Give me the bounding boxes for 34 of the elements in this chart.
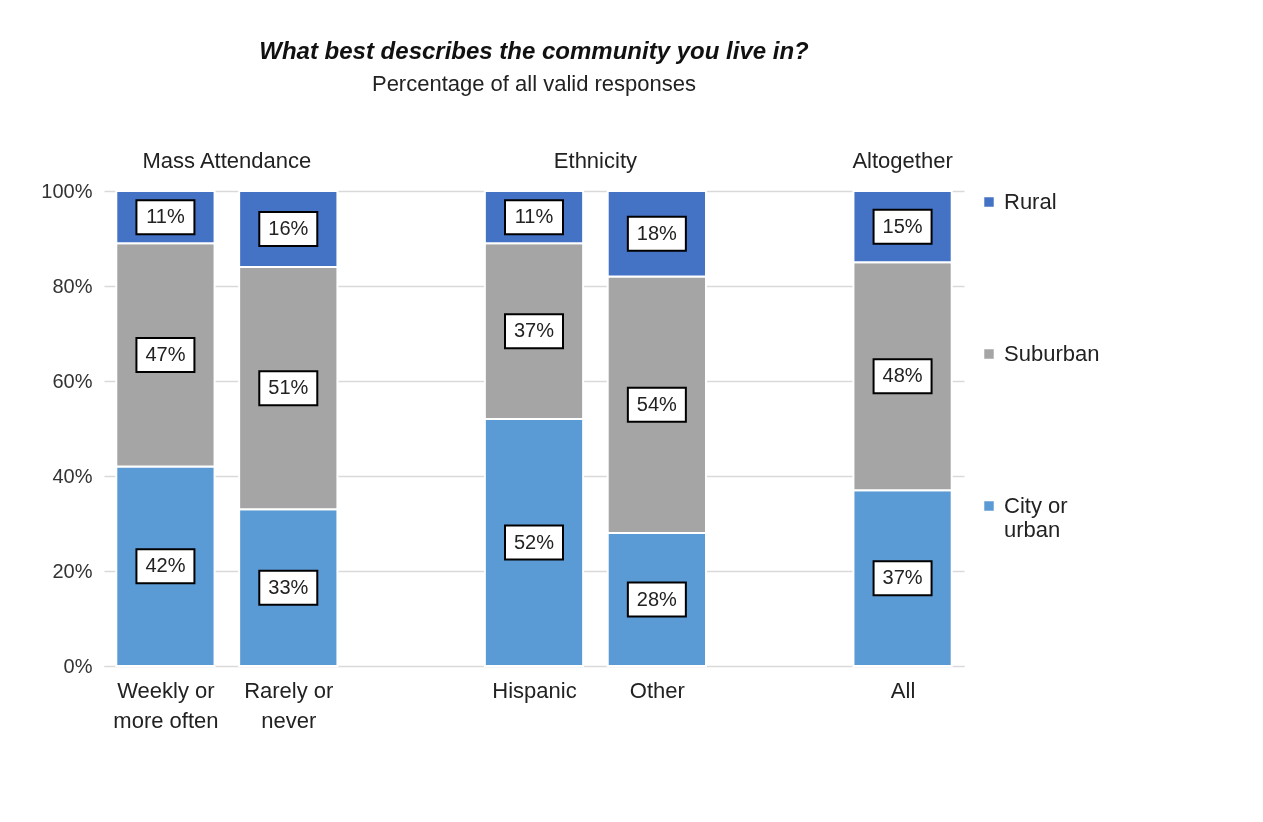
legend-label: Rural xyxy=(1004,189,1057,214)
text: 42% xyxy=(145,554,186,577)
y-tick-label: 60% xyxy=(52,369,93,392)
chart-subtitle: Percentage of all valid responses xyxy=(371,71,697,96)
text: Ethnicity xyxy=(553,148,638,173)
y-tick-label: 40% xyxy=(52,464,93,487)
text: 18% xyxy=(636,221,677,244)
chart-title: What best describes the community you live in? xyxy=(259,37,810,64)
text: 16% xyxy=(268,217,309,239)
text: 28% xyxy=(636,587,677,610)
text: 48% xyxy=(882,364,923,387)
text: 15% xyxy=(882,214,923,237)
legend-label: Suburban xyxy=(1004,341,1100,366)
text: 11% xyxy=(514,205,554,228)
x-tick-label: Rarely or never xyxy=(244,677,334,733)
x-tick-label: Other xyxy=(629,677,685,703)
text: 47% xyxy=(145,342,186,365)
text: 54% xyxy=(636,392,677,415)
y-tick-label: 20% xyxy=(52,559,93,582)
y-tick-label: 80% xyxy=(52,274,93,297)
text: Mass Attendance xyxy=(142,148,312,173)
text: 11% xyxy=(146,205,185,228)
y-tick-label: 0% xyxy=(63,654,93,677)
x-tick-label: All xyxy=(890,677,916,703)
text: 37% xyxy=(882,566,923,589)
text: 33% xyxy=(268,575,309,598)
x-tick-label: Hispanic xyxy=(492,677,577,703)
x-tick-label: Weekly or more often xyxy=(113,677,219,733)
text: 37% xyxy=(513,319,555,342)
y-tick-label: 100% xyxy=(41,179,93,202)
legend-label: City or urban xyxy=(1004,493,1068,542)
text: Altogether xyxy=(852,148,953,173)
text: 51% xyxy=(268,376,309,399)
text: 52% xyxy=(513,530,555,553)
